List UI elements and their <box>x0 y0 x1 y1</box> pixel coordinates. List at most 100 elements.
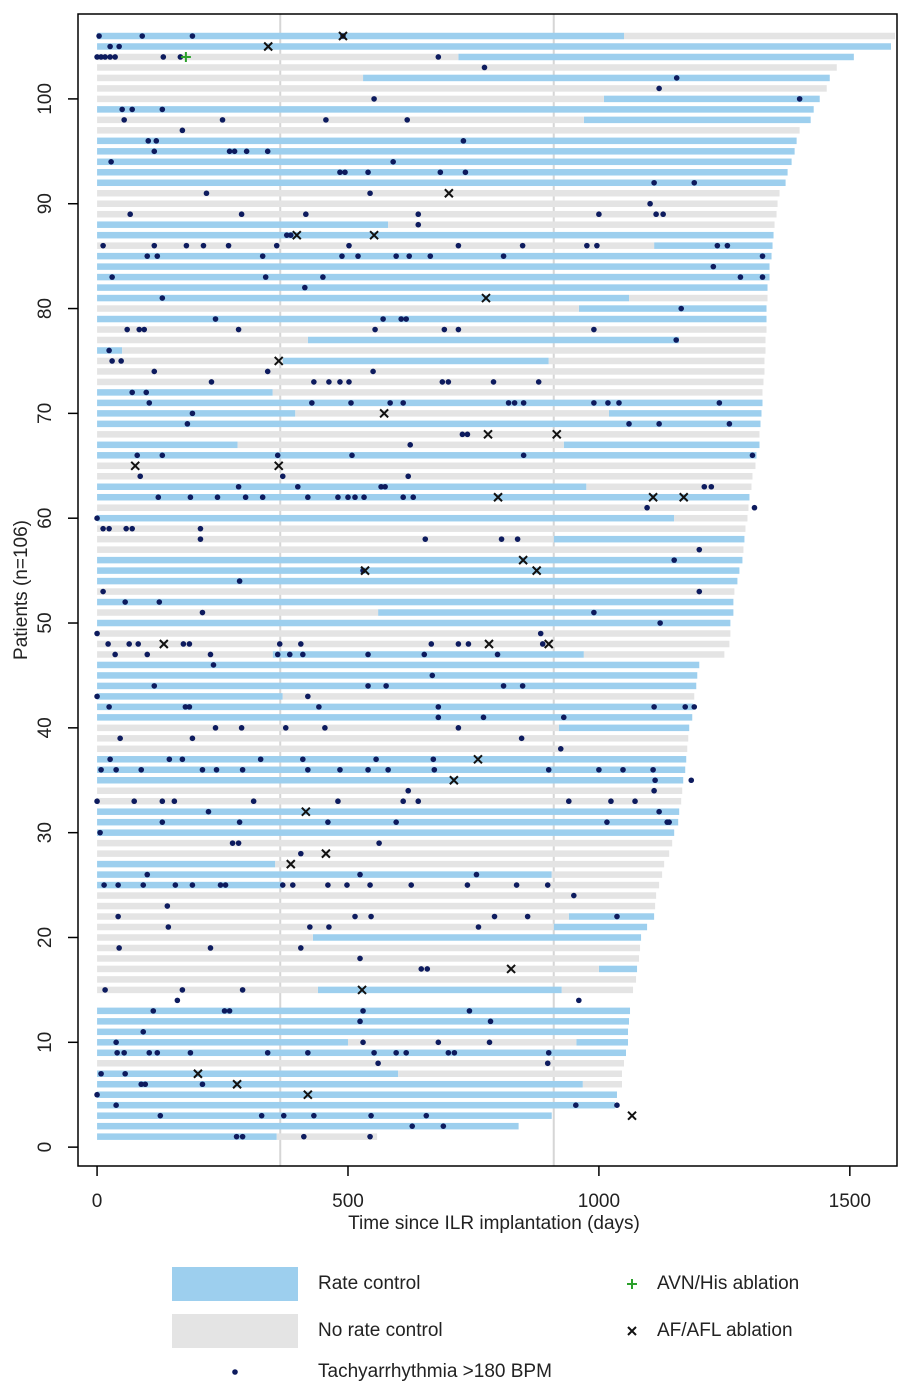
event-dot <box>179 756 186 763</box>
event-dot <box>320 274 326 280</box>
event-dot <box>199 1081 206 1088</box>
event-dot <box>614 913 620 920</box>
event-x <box>679 492 689 502</box>
event-dot <box>400 494 406 501</box>
event-dot <box>344 882 350 888</box>
bar-segment <box>97 221 389 228</box>
event-dot <box>596 766 602 773</box>
event-dot <box>459 431 466 438</box>
bar-segment <box>97 1133 277 1140</box>
bar-segment <box>97 913 569 920</box>
event-dot <box>124 326 130 333</box>
bar-segment <box>583 116 811 124</box>
bar-segment <box>458 53 854 61</box>
legend-label: Tachyarrhythmia >180 BPM <box>318 1361 552 1382</box>
event-dot <box>404 117 411 123</box>
bar-segment <box>97 137 797 145</box>
event-dot <box>105 641 111 647</box>
event-dot <box>726 421 733 427</box>
event-dot <box>226 1008 233 1014</box>
event-dot <box>305 1049 311 1056</box>
legend-label: No rate control <box>318 1320 443 1341</box>
event-dot <box>441 326 448 333</box>
event-dot <box>371 96 377 102</box>
event-dot <box>274 651 281 658</box>
event-dot <box>651 787 657 794</box>
event-dot <box>182 704 189 710</box>
event-dot <box>186 704 193 710</box>
bar-segment <box>97 1091 617 1098</box>
event-dot <box>682 704 689 710</box>
event-dot <box>94 693 100 700</box>
y-tick-label: 100 <box>35 83 56 115</box>
event-dot <box>151 368 158 375</box>
event-dot <box>749 452 756 459</box>
event-dot <box>367 190 373 197</box>
event-dot <box>368 913 374 920</box>
event-dot <box>146 400 153 406</box>
bar-segment <box>97 357 283 365</box>
event-dot <box>136 326 143 333</box>
bar-segment <box>97 829 675 836</box>
event-dot <box>274 452 281 459</box>
bar-segment <box>97 787 683 794</box>
event-dot <box>427 253 434 259</box>
event-dot <box>451 1049 458 1056</box>
event-dot <box>221 1008 228 1014</box>
bar-segment <box>97 504 749 511</box>
event-dot <box>651 179 657 186</box>
event-dot <box>301 1133 307 1140</box>
event-dot <box>494 651 501 658</box>
bar-segment <box>97 598 734 606</box>
bar-segment <box>97 871 552 878</box>
event-dot <box>225 242 232 249</box>
bar-segment <box>97 745 688 753</box>
event-dot <box>371 1049 377 1056</box>
event-dot <box>796 96 803 102</box>
event-dot <box>400 798 406 805</box>
event-dot <box>519 683 526 689</box>
bar-segment <box>97 462 756 470</box>
event-dot <box>129 389 135 396</box>
event-dot <box>544 1060 551 1067</box>
event-dot <box>557 746 564 752</box>
event-dot <box>346 379 352 385</box>
event-dot <box>407 442 414 448</box>
event-dot <box>393 253 399 259</box>
bar-segment <box>97 242 655 249</box>
y-tick-label: 20 <box>35 927 56 948</box>
bar-segment <box>576 1039 629 1046</box>
event-dot <box>305 766 311 773</box>
bar-segment <box>97 252 772 260</box>
event-dot <box>431 766 438 773</box>
event-dot <box>316 704 322 710</box>
event-dot <box>511 400 518 406</box>
event-dot <box>337 379 343 385</box>
bar-segment <box>558 724 690 732</box>
event-x <box>444 188 454 198</box>
event-dot <box>372 326 378 333</box>
event-x <box>449 775 459 785</box>
event-dot <box>418 966 425 972</box>
event-dot <box>229 840 236 846</box>
event-dot <box>367 882 373 888</box>
plot-frame <box>77 13 898 1167</box>
event-dot <box>200 242 207 249</box>
event-dot <box>660 211 666 218</box>
event-dot <box>131 798 138 805</box>
event-dot <box>189 735 196 742</box>
bar-segment <box>551 871 663 878</box>
bar-segment <box>97 567 740 574</box>
event-dot <box>415 211 422 218</box>
bar-segment <box>97 210 777 218</box>
event-dot <box>250 798 257 805</box>
event-dot <box>141 326 148 333</box>
event-dot <box>222 882 229 888</box>
event-dot <box>106 704 112 710</box>
event-dot <box>150 1008 157 1014</box>
event-dot <box>650 766 656 773</box>
event-dot <box>116 945 122 951</box>
event-dot <box>264 148 271 155</box>
event-dot <box>189 410 196 417</box>
bar-segment <box>97 756 687 763</box>
